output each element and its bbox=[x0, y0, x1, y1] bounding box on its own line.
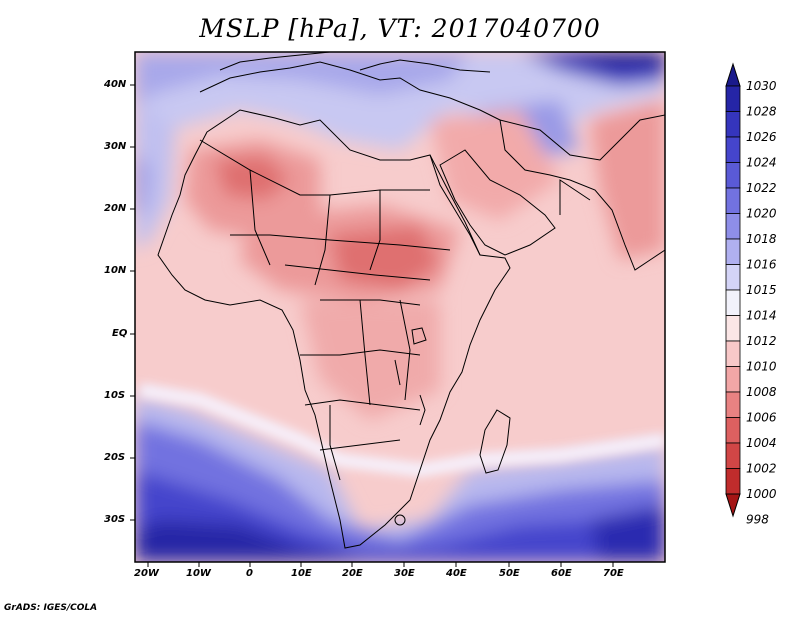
colorbar-swatch bbox=[725, 417, 741, 444]
lon-label: 40E bbox=[446, 568, 467, 579]
colorbar-swatch bbox=[725, 468, 741, 495]
lon-label: 20E bbox=[342, 568, 363, 579]
lon-label: 10E bbox=[291, 568, 312, 579]
colorbar-swatch bbox=[725, 213, 741, 240]
colorbar-swatch bbox=[725, 442, 741, 469]
colorbar-arrow-bottom bbox=[725, 493, 741, 518]
lon-label: 0 bbox=[246, 568, 253, 579]
colorbar-label: 1004 bbox=[746, 436, 777, 450]
lat-label: 10S bbox=[104, 390, 126, 401]
colorbar-swatch bbox=[725, 391, 741, 418]
lon-label: 50E bbox=[499, 568, 520, 579]
axis-ticks bbox=[130, 84, 614, 567]
credit-text: GrADS: IGES/COLA bbox=[4, 603, 98, 613]
lat-label: 30N bbox=[104, 141, 127, 152]
colorbar-label: 1016 bbox=[746, 258, 777, 272]
colorbar-label: 1028 bbox=[746, 105, 777, 119]
lat-label: 40N bbox=[104, 79, 127, 90]
colorbar-swatch bbox=[725, 315, 741, 342]
lon-label: 20W bbox=[134, 568, 159, 579]
colorbar-label: 1014 bbox=[746, 309, 777, 323]
colorbar-swatch bbox=[725, 162, 741, 189]
colorbar-swatch bbox=[725, 187, 741, 214]
colorbar-label: 1026 bbox=[746, 130, 777, 144]
colorbar-swatch bbox=[725, 136, 741, 163]
colorbar-arrow-top bbox=[725, 62, 741, 87]
colorbar: 1030 1028 1026 1024 1022 1020 1018 1016 1015 1014… bbox=[725, 62, 777, 527]
colorbar-label: 1030 bbox=[746, 79, 777, 93]
lon-label: 70E bbox=[603, 568, 624, 579]
colorbar-swatch bbox=[725, 264, 741, 291]
coastlines bbox=[157, 52, 665, 549]
colorbar-swatch bbox=[725, 289, 741, 316]
lon-label: 10W bbox=[186, 568, 211, 579]
lat-label: EQ bbox=[112, 328, 128, 339]
lat-label: 20S bbox=[104, 452, 126, 463]
colorbar-label: 1010 bbox=[746, 360, 777, 374]
colorbar-swatch bbox=[725, 340, 741, 367]
lat-label: 20N bbox=[104, 203, 127, 214]
colorbar-label: 1022 bbox=[746, 181, 777, 195]
colorbar-label: 1015 bbox=[746, 283, 777, 297]
lat-label: 30S bbox=[104, 514, 126, 525]
colorbar-label: 1020 bbox=[746, 207, 777, 221]
plot-frame bbox=[134, 51, 666, 563]
colorbar-swatch bbox=[725, 111, 741, 138]
colorbar-swatch bbox=[725, 238, 741, 265]
colorbar-swatch bbox=[725, 366, 741, 393]
colorbar-label: 1024 bbox=[746, 156, 777, 170]
colorbar-swatch bbox=[725, 85, 741, 112]
colorbar-label: 1012 bbox=[746, 334, 777, 348]
pressure-field bbox=[135, 52, 665, 562]
lon-label: 60E bbox=[551, 568, 572, 579]
colorbar-label: 998 bbox=[746, 513, 769, 527]
colorbar-label: 1018 bbox=[746, 232, 777, 246]
colorbar-label: 1000 bbox=[746, 487, 777, 501]
colorbar-label: 1008 bbox=[746, 385, 777, 399]
colorbar-label: 1006 bbox=[746, 411, 777, 425]
lon-label: 30E bbox=[394, 568, 415, 579]
map-title: MSLP [hPa], VT: 2017040700 bbox=[199, 14, 601, 43]
lat-label: 10N bbox=[104, 265, 127, 276]
colorbar-label: 1002 bbox=[746, 462, 777, 476]
